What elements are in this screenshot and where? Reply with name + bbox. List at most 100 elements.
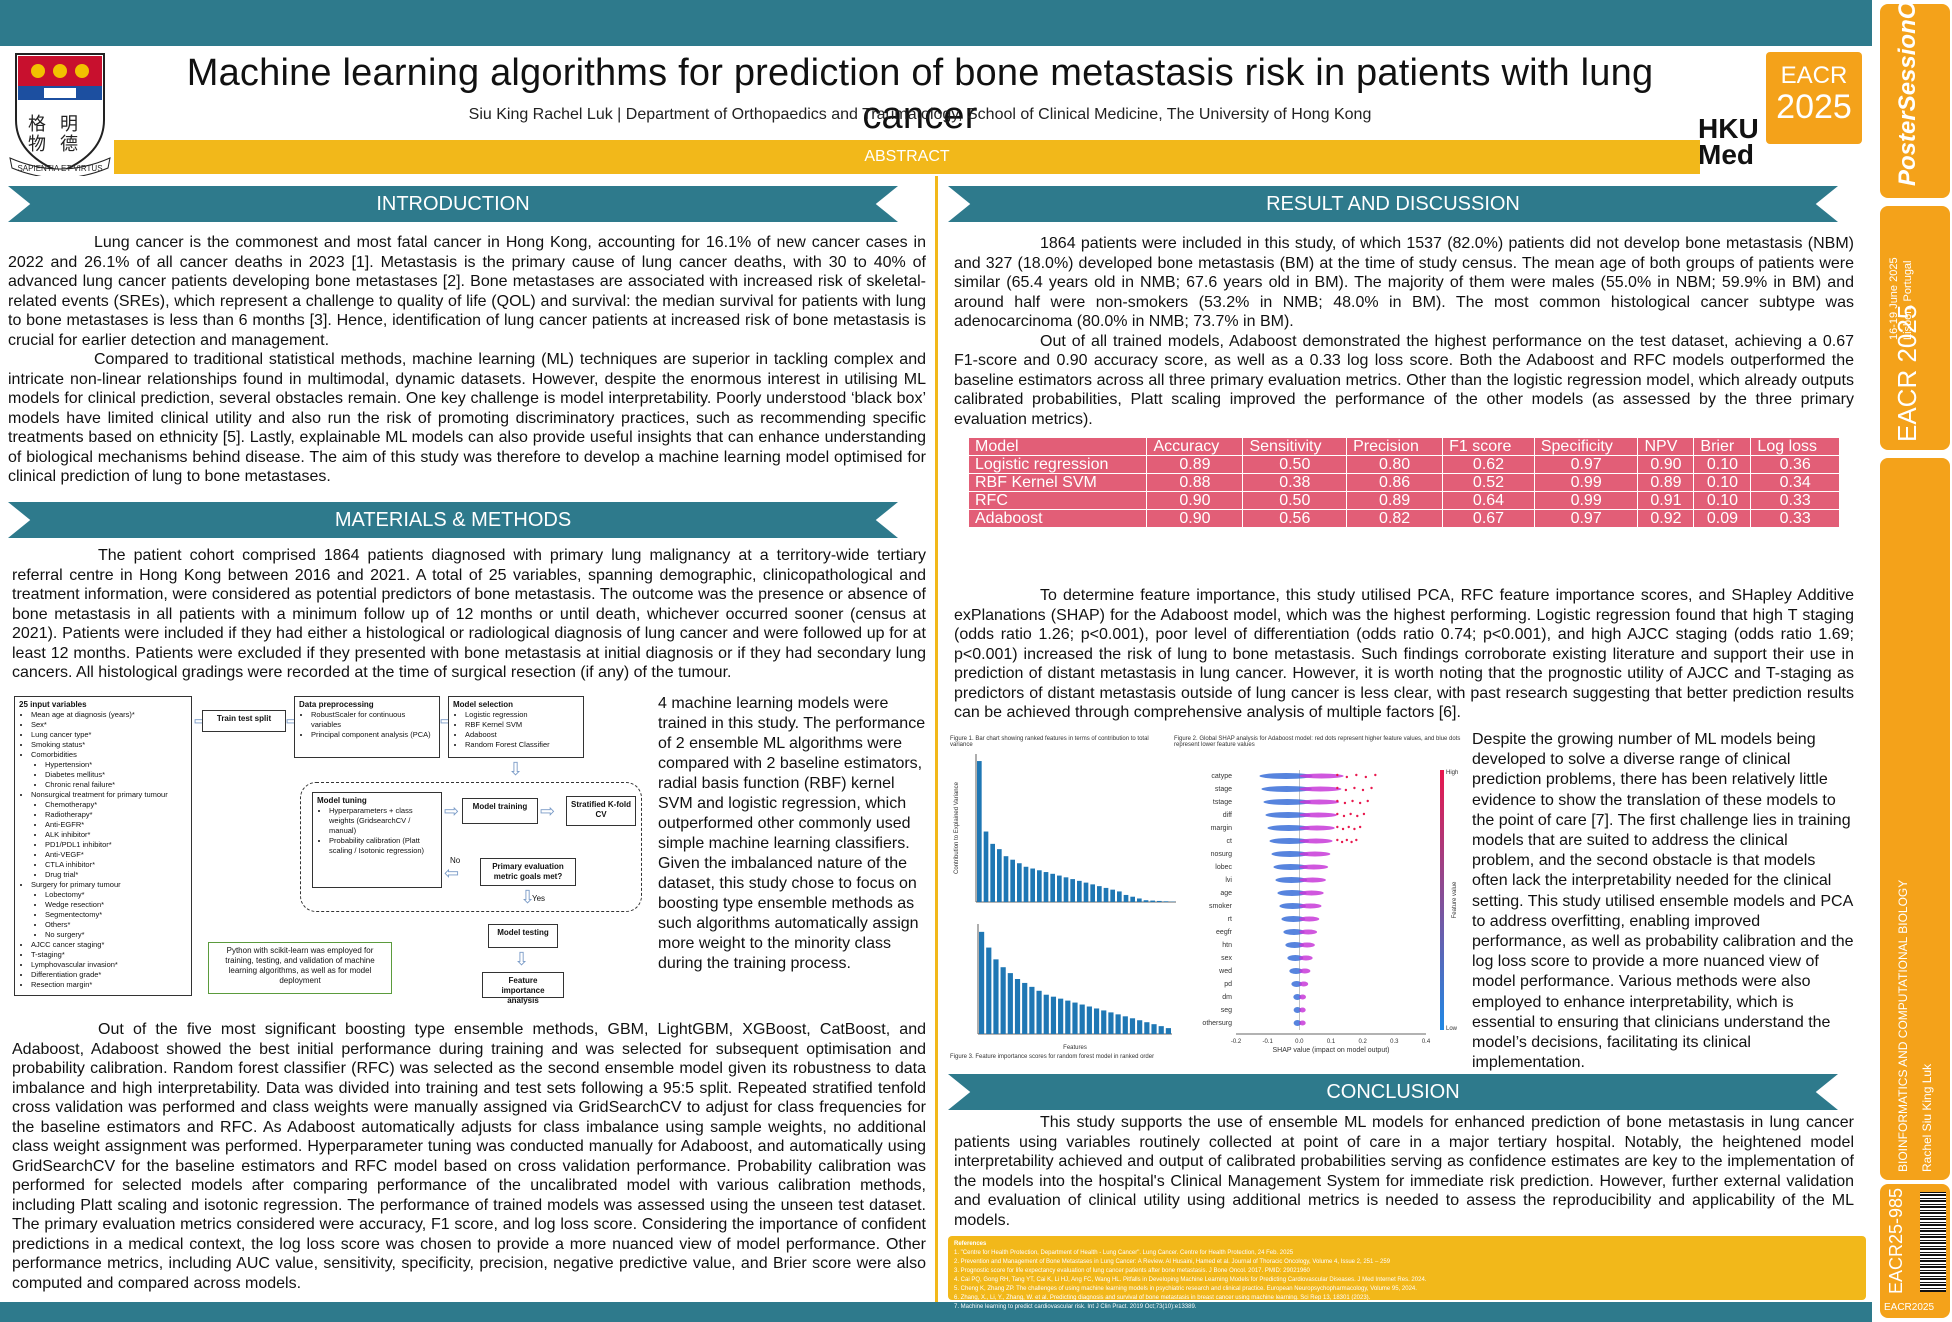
shap-low-swarm [1281, 916, 1306, 922]
chart-bar [1043, 994, 1049, 1034]
shap-high-label: High [1446, 770, 1458, 776]
svg-text:明: 明 [60, 114, 78, 134]
chart-bar [1063, 877, 1069, 902]
results-text-1: 1864 patients were included in this stud… [954, 235, 1854, 428]
flow-input-item: Wedge resection* [45, 900, 187, 910]
flow-model-item: Logistic regression [465, 710, 579, 720]
chart-bar [1022, 982, 1028, 1034]
chart-bar [1014, 979, 1021, 1034]
table-value-cell: 0.50 [1242, 455, 1348, 474]
shap-feature-label: othersurg [1202, 1020, 1232, 1027]
methods-text-1: The patient cohort comprised 1864 patien… [12, 547, 926, 681]
flow-model-testing-box: Model testing [488, 924, 558, 948]
flow-model-item: Random Forest Classifier [465, 740, 579, 750]
flow-input-item: Chemotherapy* [45, 800, 187, 810]
table-value-cell: 0.90 [1146, 509, 1244, 528]
flow-arrow-icon: ⇩ [514, 949, 530, 969]
flow-feature-importance-box: Feature importance analysis [482, 972, 564, 1005]
chart-bar [1090, 884, 1095, 902]
shap-tick-label: 0.2 [1358, 1039, 1367, 1045]
table-value-cell: 0.99 [1533, 473, 1639, 492]
flow-input-item: Lymphovascular invasion* [31, 960, 187, 970]
shap-tick-label: 0.1 [1327, 1039, 1336, 1045]
chart-bar [1137, 898, 1142, 902]
shap-high-dot [1351, 799, 1354, 803]
table-header-cell: Log loss [1750, 437, 1840, 456]
flow-primary-evaluation-box: Primary evaluation metric goals met? [480, 858, 576, 886]
shap-mid-swarm [1299, 942, 1315, 948]
sidebar-brand-box[interactable]: PosterSessionOnline [1880, 0, 1950, 198]
table-value-cell: 0.10 [1693, 455, 1752, 474]
shap-high-dot [1355, 838, 1358, 842]
flow-input-item: Anti-EGFR* [45, 820, 187, 830]
shap-feature-label: ct [1227, 838, 1233, 845]
table-value-cell: 0.99 [1533, 491, 1639, 510]
table-value-cell: 0.89 [1146, 455, 1244, 474]
shap-tick-label: -0.1 [1262, 1039, 1273, 1045]
shap-mid-swarm [1299, 903, 1322, 909]
flow-model-selection-box: Model selection Logistic regressionRBF K… [448, 696, 584, 758]
table-header-cell: NPV [1637, 437, 1695, 456]
hku-med-logo: HKU Med [1698, 113, 1759, 170]
table-value-cell: 0.86 [1346, 473, 1444, 492]
shap-high-dot [1358, 825, 1362, 829]
chart-bar [1157, 900, 1162, 902]
eacr-2025-logo: EACR 2025 [1766, 52, 1862, 144]
table-value-cell: 0.52 [1442, 473, 1535, 492]
flow-model-item: RBF Kernel SVM [465, 720, 579, 730]
chart-bar [1000, 967, 1006, 1034]
shap-high-dot [1345, 775, 1349, 779]
shap-mid-swarm [1299, 864, 1329, 870]
chart-bar [1137, 1020, 1143, 1034]
reference-item: 5. Cheng K, Zhang ZP. The challenges of … [954, 1286, 1417, 1292]
methods-side-text: 4 machine learning models were trained i… [658, 695, 926, 972]
shap-mid-swarm [1299, 851, 1331, 857]
flow-no-label: No [450, 856, 461, 865]
chart-bar [1065, 1000, 1071, 1034]
chart-bar [1144, 1022, 1150, 1034]
section-header-introduction: INTRODUCTION [8, 186, 898, 222]
shap-mid-swarm [1299, 890, 1324, 896]
shap-feature-value-label: Feature value [1452, 881, 1458, 918]
section-header-materials-methods: MATERIALS & METHODS [8, 502, 898, 538]
chart-bar [1110, 889, 1115, 902]
table-value-cell: 0.97 [1533, 455, 1639, 474]
hku-crest-logo: 格 明 物 德 SAPIENTIA ET VIRTUS [9, 53, 111, 176]
shap-low-swarm [1271, 851, 1309, 857]
table-value-cell: 0.34 [1750, 473, 1840, 492]
chart-bar [1003, 856, 1009, 902]
table-value-cell: 0.90 [1146, 491, 1244, 510]
chart-bar [1093, 1008, 1100, 1034]
figure-3-rfc-importance-chart: Features [977, 924, 1172, 1051]
flow-arrow-icon: ⇩ [520, 887, 536, 907]
chart-bar [1030, 868, 1035, 902]
chart-bar [997, 849, 1002, 902]
flow-input-item: Comorbidities [31, 750, 187, 760]
svg-text:格: 格 [28, 114, 46, 134]
table-value-cell: 0.10 [1693, 473, 1752, 492]
reference-item: 2. Prevention and Management of Bone Met… [954, 1259, 1391, 1265]
svg-text:物: 物 [28, 134, 46, 154]
flow-input-item: No surgery* [45, 930, 187, 940]
chart-bar [1086, 1006, 1092, 1034]
flow-arrow-icon: ⇨ [540, 801, 556, 821]
shap-high-dot [1361, 788, 1365, 792]
shap-high-dot [1370, 786, 1373, 790]
flow-input-item: ALK inhibitor* [45, 830, 187, 840]
chart-bar [1007, 973, 1013, 1034]
top-banner-bar [0, 0, 1872, 46]
chart-bar [1077, 880, 1082, 902]
shap-high-dot [1364, 775, 1368, 779]
abstract-bar[interactable]: ABSTRACT [114, 140, 1700, 174]
shap-low-swarm [1265, 812, 1311, 818]
chart-bar [1122, 1016, 1128, 1034]
chart-bar [1163, 901, 1169, 902]
table-header-cell: Specificity [1533, 437, 1639, 456]
shap-x-label: SHAP value (impact on model output) [1273, 1047, 1390, 1054]
table-value-cell: 0.62 [1442, 455, 1535, 474]
table-row: Logistic regression 0.89 0.50 0.80 0.62 0.97 0… [967, 455, 1840, 474]
shap-low-swarm [1283, 929, 1305, 935]
table-value-cell: 0.92 [1637, 509, 1695, 528]
shap-high-dot [1344, 788, 1348, 792]
references-box: References 1. "Centre for Health Protect… [948, 1236, 1866, 1310]
